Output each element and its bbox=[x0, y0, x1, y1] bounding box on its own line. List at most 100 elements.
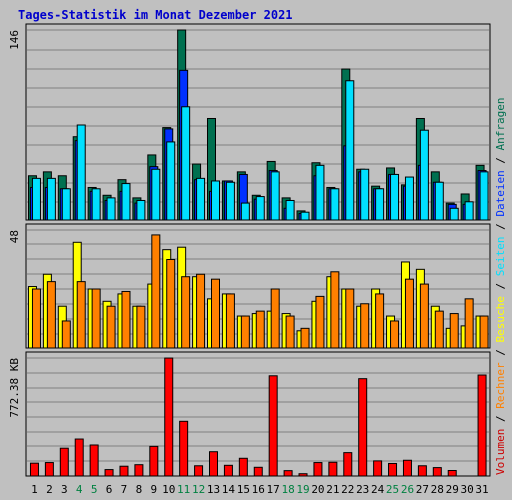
middle-rechner-bar-18 bbox=[285, 315, 295, 349]
bottom-volumen-bar-18 bbox=[283, 470, 293, 477]
top-panel-bars bbox=[27, 29, 489, 221]
middle-rechner-bar-20 bbox=[315, 295, 325, 349]
top-seiten-bar-26 bbox=[404, 176, 414, 221]
middle-y-tick-label: 48 bbox=[8, 230, 21, 243]
top-seiten-bar-28 bbox=[434, 181, 444, 221]
y-tick-labels: 146 48 772.38 KB bbox=[8, 30, 21, 418]
middle-rechner-bar-30 bbox=[464, 298, 474, 349]
top-seiten-bar-4 bbox=[76, 124, 86, 221]
x-tick-label-24: 24 bbox=[371, 483, 385, 496]
bottom-volumen-bar-1 bbox=[29, 462, 39, 477]
legend-part-9: / bbox=[494, 150, 507, 170]
top-seiten-bar-10 bbox=[166, 141, 176, 221]
x-tick-label-26: 26 bbox=[401, 483, 414, 496]
middle-rechner-bar-15 bbox=[240, 315, 250, 349]
middle-rechner-bar-12 bbox=[196, 273, 206, 349]
x-tick-labels: 1 2 3 4 5 6 7 8 9 10 11 12 13 14 15 16 17 18 19 20 21 22 23 24 2… bbox=[31, 483, 489, 496]
middle-rechner-bar-10 bbox=[166, 259, 176, 349]
x-tick-label-17: 17 bbox=[267, 483, 280, 496]
middle-rechner-bar-27 bbox=[419, 283, 429, 349]
bottom-volumen-bar-12 bbox=[194, 465, 204, 477]
legend-part-3: / bbox=[494, 343, 507, 363]
middle-rechner-bar-9 bbox=[151, 234, 161, 349]
middle-rechner-bar-22 bbox=[345, 288, 355, 349]
x-tick-label-13: 13 bbox=[207, 483, 220, 496]
top-seiten-bar-9 bbox=[151, 168, 161, 221]
x-tick-label-7: 7 bbox=[121, 483, 128, 496]
legend-part-10: Anfragen bbox=[494, 97, 507, 150]
legend-part-2: Rechner bbox=[494, 362, 507, 409]
top-seiten-bar-13 bbox=[211, 180, 220, 221]
bottom-volumen-bar-19 bbox=[298, 473, 308, 477]
bottom-volumen-bar-20 bbox=[313, 462, 323, 477]
middle-rechner-bar-23 bbox=[360, 303, 370, 349]
bottom-volumen-bar-21 bbox=[328, 461, 338, 477]
top-seiten-bar-15 bbox=[240, 202, 250, 221]
bottom-y-tick-label: 772.38 KB bbox=[8, 358, 21, 418]
top-seiten-bar-2 bbox=[46, 177, 56, 221]
bottom-volumen-bar-15 bbox=[238, 457, 248, 477]
top-seiten-bar-14 bbox=[225, 181, 235, 221]
top-seiten-bar-16 bbox=[255, 196, 265, 221]
x-tick-label-14: 14 bbox=[222, 483, 236, 496]
top-seiten-bar-6 bbox=[106, 197, 116, 221]
top-seiten-bar-8 bbox=[136, 199, 146, 221]
x-tick-label-25: 25 bbox=[386, 483, 399, 496]
middle-rechner-bar-24 bbox=[375, 293, 385, 349]
bottom-volumen-bar-9 bbox=[149, 445, 159, 477]
x-tick-label-23: 23 bbox=[356, 483, 369, 496]
bottom-volumen-bar-5 bbox=[89, 444, 99, 477]
x-tick-label-6: 6 bbox=[106, 483, 113, 496]
x-tick-label-10: 10 bbox=[162, 483, 175, 496]
x-tick-label-16: 16 bbox=[252, 483, 265, 496]
x-tick-label-20: 20 bbox=[311, 483, 324, 496]
middle-rechner-bar-29 bbox=[449, 313, 459, 349]
middle-rechner-bar-7 bbox=[121, 290, 131, 349]
middle-rechner-bar-25 bbox=[390, 320, 400, 349]
x-tick-label-27: 27 bbox=[416, 483, 429, 496]
bottom-volumen-bar-16 bbox=[253, 466, 263, 477]
middle-rechner-bar-8 bbox=[136, 305, 146, 349]
legend-part-7: / bbox=[494, 217, 507, 237]
x-tick-label-1: 1 bbox=[31, 483, 38, 496]
x-tick-label-21: 21 bbox=[326, 483, 339, 496]
bottom-volumen-bar-17 bbox=[268, 375, 278, 477]
bottom-volumen-bar-28 bbox=[432, 467, 442, 477]
top-seiten-bar-23 bbox=[360, 168, 370, 221]
x-tick-label-18: 18 bbox=[281, 483, 294, 496]
legend-part-1: / bbox=[494, 409, 507, 429]
x-tick-label-9: 9 bbox=[151, 483, 158, 496]
bottom-volumen-bar-22 bbox=[343, 452, 353, 477]
x-tick-label-19: 19 bbox=[296, 483, 309, 496]
top-seiten-bar-22 bbox=[345, 80, 355, 221]
x-tick-label-8: 8 bbox=[136, 483, 143, 496]
top-seiten-bar-29 bbox=[449, 207, 459, 221]
middle-rechner-bar-19 bbox=[300, 327, 310, 349]
x-tick-label-2: 2 bbox=[46, 483, 53, 496]
middle-rechner-bar-28 bbox=[434, 310, 444, 349]
x-tick-label-29: 29 bbox=[446, 483, 459, 496]
bottom-volumen-bar-26 bbox=[402, 459, 412, 477]
bottom-volumen-bar-25 bbox=[388, 462, 398, 477]
x-tick-label-28: 28 bbox=[431, 483, 444, 496]
top-seiten-bar-1 bbox=[31, 177, 41, 221]
middle-rechner-bar-5 bbox=[91, 288, 101, 349]
bottom-volumen-bar-24 bbox=[373, 460, 383, 477]
middle-rechner-bar-21 bbox=[330, 271, 340, 349]
x-tick-label-30: 30 bbox=[461, 483, 474, 496]
x-tick-label-22: 22 bbox=[341, 483, 354, 496]
middle-rechner-bar-31 bbox=[479, 315, 489, 349]
bottom-volumen-bar-3 bbox=[59, 447, 69, 477]
bottom-volumen-bar-6 bbox=[104, 469, 114, 477]
top-seiten-bar-5 bbox=[91, 188, 101, 221]
bottom-volumen-bar-29 bbox=[447, 470, 457, 477]
middle-rechner-bar-26 bbox=[404, 278, 414, 349]
top-seiten-bar-3 bbox=[61, 188, 71, 221]
middle-panel-bars bbox=[27, 234, 489, 349]
top-seiten-bar-31 bbox=[479, 171, 489, 221]
legend-part-4: Besuche bbox=[494, 296, 507, 342]
middle-rechner-bar-6 bbox=[106, 305, 116, 349]
bottom-volumen-bar-4 bbox=[74, 438, 84, 477]
